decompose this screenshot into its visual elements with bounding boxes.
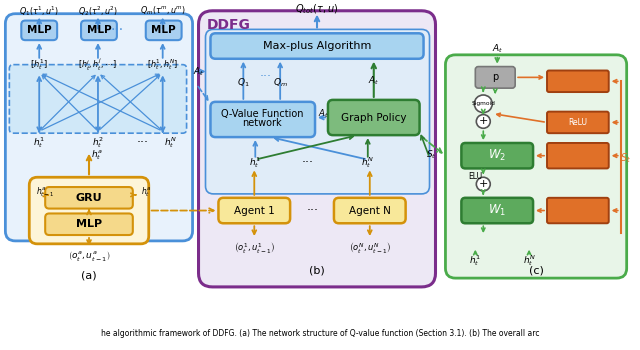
Text: (b): (b) xyxy=(309,265,325,275)
FancyBboxPatch shape xyxy=(334,198,406,223)
FancyBboxPatch shape xyxy=(45,214,133,235)
Text: $h_t^N$: $h_t^N$ xyxy=(362,155,374,170)
Circle shape xyxy=(476,114,490,128)
FancyBboxPatch shape xyxy=(547,143,609,168)
Text: $A_t$: $A_t$ xyxy=(193,65,204,78)
Text: $S_t$: $S_t$ xyxy=(620,151,631,164)
FancyBboxPatch shape xyxy=(211,102,315,137)
Text: ···: ··· xyxy=(110,23,124,37)
Text: $\left(o_t^1, u_{t-1}^1\right)$: $\left(o_t^1, u_{t-1}^1\right)$ xyxy=(234,240,275,255)
Text: $A_t$: $A_t$ xyxy=(368,74,380,86)
Text: $S_t$: $S_t$ xyxy=(426,148,436,161)
Text: $W_2$: $W_2$ xyxy=(488,148,506,163)
Text: $[h_t^1,h_t^N]$: $[h_t^1,h_t^N]$ xyxy=(147,57,179,72)
FancyBboxPatch shape xyxy=(547,198,609,223)
Text: MLP: MLP xyxy=(152,25,176,35)
Text: MLP: MLP xyxy=(27,25,52,35)
Text: MLP: MLP xyxy=(76,219,102,229)
Text: ELU: ELU xyxy=(468,172,483,181)
FancyBboxPatch shape xyxy=(5,14,193,241)
Text: GRU: GRU xyxy=(76,193,102,203)
Text: (c): (c) xyxy=(529,265,543,275)
FancyBboxPatch shape xyxy=(328,100,420,135)
Text: Q-Value Function: Q-Value Function xyxy=(221,108,303,119)
Text: ···: ··· xyxy=(307,204,319,217)
Text: network: network xyxy=(243,118,282,128)
Text: $h_t^a$: $h_t^a$ xyxy=(141,185,151,199)
Text: MLP: MLP xyxy=(86,25,111,35)
Text: $h_t^N$: $h_t^N$ xyxy=(523,253,536,268)
Text: ···: ··· xyxy=(259,70,271,83)
FancyBboxPatch shape xyxy=(10,65,187,133)
Text: $h_t^1$: $h_t^1$ xyxy=(469,253,481,268)
FancyBboxPatch shape xyxy=(198,11,435,287)
FancyBboxPatch shape xyxy=(45,187,133,209)
Text: $Q_m$: $Q_m$ xyxy=(273,76,287,89)
Text: ···: ··· xyxy=(137,136,148,149)
Text: $h_{t-1}^a$: $h_{t-1}^a$ xyxy=(36,185,54,199)
Text: $Q_1$: $Q_1$ xyxy=(237,76,250,89)
Text: $h_t^1$: $h_t^1$ xyxy=(250,155,261,170)
FancyBboxPatch shape xyxy=(81,21,117,40)
Text: $Q_{tot}(\tau,u)$: $Q_{tot}(\tau,u)$ xyxy=(296,2,339,16)
Text: $[h_t^i,h_t^j,\cdots]$: $[h_t^i,h_t^j,\cdots]$ xyxy=(79,57,118,73)
Text: Agent N: Agent N xyxy=(349,205,391,216)
Text: $\left(o_t^N, u_{t-1}^N\right)$: $\left(o_t^N, u_{t-1}^N\right)$ xyxy=(349,240,390,255)
FancyBboxPatch shape xyxy=(547,112,609,133)
Text: ReLU: ReLU xyxy=(568,118,588,127)
Text: $h_t^1$: $h_t^1$ xyxy=(33,135,45,150)
FancyBboxPatch shape xyxy=(445,55,627,278)
FancyBboxPatch shape xyxy=(461,198,533,223)
Text: $Q_2(\tau^2,u^2)$: $Q_2(\tau^2,u^2)$ xyxy=(78,4,118,18)
Text: $h_t^a$: $h_t^a$ xyxy=(91,149,103,162)
Text: +: + xyxy=(479,117,488,126)
Text: p: p xyxy=(492,72,499,82)
Text: (a): (a) xyxy=(81,270,97,280)
Text: $A_t$: $A_t$ xyxy=(317,107,328,120)
FancyBboxPatch shape xyxy=(21,21,57,40)
FancyBboxPatch shape xyxy=(146,21,182,40)
Text: $\left(o_t^a, u_{t-1}^a\right)$: $\left(o_t^a, u_{t-1}^a\right)$ xyxy=(68,248,110,262)
Text: $Q_m(\tau^m,u^m)$: $Q_m(\tau^m,u^m)$ xyxy=(140,5,186,17)
Text: $W_1$: $W_1$ xyxy=(488,203,506,218)
Circle shape xyxy=(474,95,492,113)
Text: $A_t$: $A_t$ xyxy=(492,43,503,55)
FancyBboxPatch shape xyxy=(205,29,429,194)
Text: Sigmoid: Sigmoid xyxy=(471,101,495,106)
Text: $Q_1(\tau^1,u^1)$: $Q_1(\tau^1,u^1)$ xyxy=(19,4,60,18)
Text: Graph Policy: Graph Policy xyxy=(341,112,406,122)
Text: +: + xyxy=(479,179,488,189)
Text: Agent 1: Agent 1 xyxy=(234,205,275,216)
FancyBboxPatch shape xyxy=(476,66,515,88)
Text: Max-plus Algorithm: Max-plus Algorithm xyxy=(263,41,371,51)
Text: $h_t^N$: $h_t^N$ xyxy=(164,135,177,150)
Text: he algorithmic framework of DDFG. (a) The network structure of Q-value function : he algorithmic framework of DDFG. (a) Th… xyxy=(100,329,540,338)
FancyBboxPatch shape xyxy=(547,70,609,92)
Circle shape xyxy=(476,177,490,191)
Text: ···: ··· xyxy=(302,156,314,169)
FancyBboxPatch shape xyxy=(29,177,148,244)
Text: $h_t^2$: $h_t^2$ xyxy=(92,135,104,150)
FancyBboxPatch shape xyxy=(461,143,533,168)
Text: DDFG: DDFG xyxy=(207,19,250,33)
FancyBboxPatch shape xyxy=(211,33,424,59)
Text: $[h_t^1]$: $[h_t^1]$ xyxy=(30,57,48,72)
FancyBboxPatch shape xyxy=(218,198,290,223)
